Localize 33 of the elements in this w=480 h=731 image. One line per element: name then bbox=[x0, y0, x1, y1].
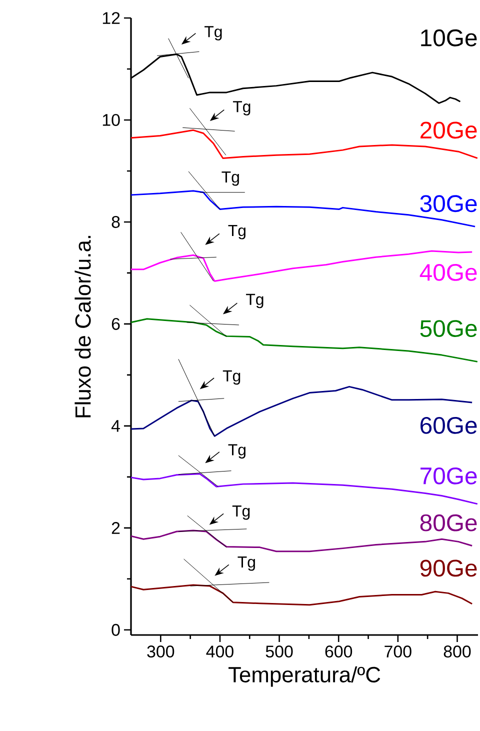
annotation: Tg bbox=[228, 225, 246, 240]
series-label: 50Ge bbox=[420, 320, 477, 337]
y-tick-label: 2 bbox=[112, 522, 120, 534]
series-label: 20Ge bbox=[420, 122, 477, 139]
y-tick-label: 4 bbox=[111, 420, 120, 432]
y-tick-label: 0 bbox=[112, 624, 120, 636]
annotation: Tg bbox=[222, 171, 239, 186]
series-label: 40Ge bbox=[420, 264, 477, 281]
y-tick-label: 12 bbox=[102, 12, 120, 24]
x-tick-label: 500 bbox=[266, 646, 293, 658]
annotation: Tg bbox=[232, 505, 250, 520]
x-tick-label: 600 bbox=[325, 646, 352, 658]
series-label: 60Ge bbox=[420, 416, 477, 434]
x-tick-label: 800 bbox=[444, 646, 471, 658]
y-tick-label: 6 bbox=[112, 318, 120, 330]
y-tick-label: 10 bbox=[102, 114, 120, 126]
series-label: 80Ge bbox=[420, 514, 477, 532]
x-tick-label: 700 bbox=[384, 646, 412, 658]
series-label: 10Ge bbox=[421, 29, 477, 46]
annotation: Tg bbox=[232, 101, 250, 116]
annotation: Tg bbox=[246, 294, 264, 308]
x-axis-title: Temperatura/ºC bbox=[228, 666, 380, 687]
annotation: Tg bbox=[228, 444, 246, 459]
series-label: 70Ge bbox=[420, 467, 477, 484]
annotation: Tg bbox=[222, 370, 240, 385]
x-tick-label: 300 bbox=[147, 646, 174, 658]
x-tick-label: 400 bbox=[206, 646, 234, 658]
series-label: 30Ge bbox=[420, 195, 477, 212]
series-label: 90Ge bbox=[420, 560, 477, 577]
annotation: Tg bbox=[238, 556, 255, 571]
y-axis-title: Fluxo de Calor/u.a. bbox=[74, 236, 91, 418]
y-tick-label: 8 bbox=[112, 216, 120, 228]
annotation: Tg bbox=[204, 26, 222, 40]
